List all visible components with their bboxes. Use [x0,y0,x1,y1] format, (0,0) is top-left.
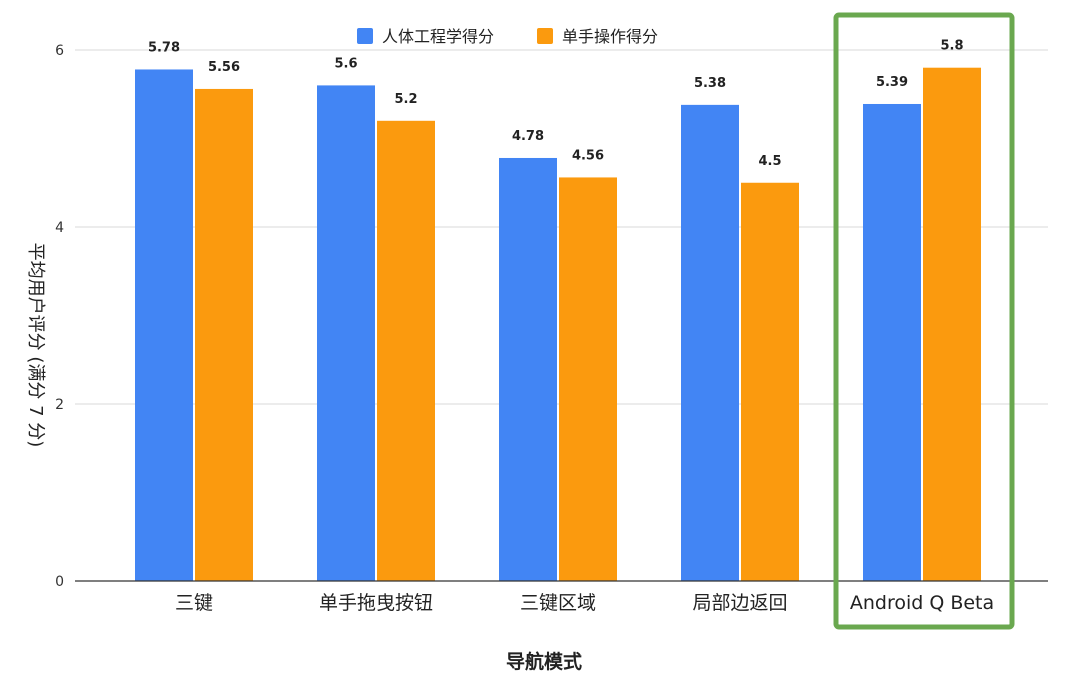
y-tick-label: 0 [55,574,64,590]
data-label: 5.78 [148,40,180,55]
data-label: 5.6 [334,56,357,71]
legend: 人体工程学得分 单手操作得分 [357,27,658,46]
data-label: 5.2 [394,92,417,107]
data-label: 5.39 [876,75,908,90]
data-label: 5.8 [940,39,963,54]
bar [195,88,253,581]
x-tick-label: Android Q Beta [850,592,994,614]
y-tick-label: 4 [55,220,64,236]
labels-layer: 0 2 4 6 5.78 5.56 三键 5.6 5.2 单手拖曳按钮 4.78 4.56 三键区域 5.… [55,39,994,614]
y-tick-label: 2 [55,397,64,413]
x-tick-label: 单手拖曳按钮 [319,592,433,614]
legend-swatch [357,28,373,44]
legend-label: 人体工程学得分 [382,27,494,46]
y-axis-title: 平均用户评分 (满分 7 分) [25,243,46,448]
data-label: 5.56 [208,60,240,75]
bar [135,69,193,581]
x-tick-label: 三键 [175,592,213,614]
highlight-layer [833,12,1015,630]
bar [499,157,557,581]
data-label: 5.38 [694,76,726,91]
x-tick-label: 三键区域 [520,592,596,614]
x-axis-title: 导航模式 [506,650,582,673]
data-label: 4.78 [512,129,544,144]
legend-swatch [537,28,553,44]
y-tick-label: 6 [55,43,64,59]
x-tick-label: 局部边返回 [692,592,787,614]
bar [559,177,617,581]
bar [317,85,375,582]
bar [923,67,981,581]
bars-layer [135,67,981,582]
bar [681,104,739,582]
bar [741,182,799,581]
data-label: 4.5 [758,154,781,169]
legend-label: 单手操作得分 [562,27,658,46]
highlight-box [833,12,1015,630]
bar [377,120,435,582]
data-label: 4.56 [572,148,604,163]
bar [863,103,921,582]
